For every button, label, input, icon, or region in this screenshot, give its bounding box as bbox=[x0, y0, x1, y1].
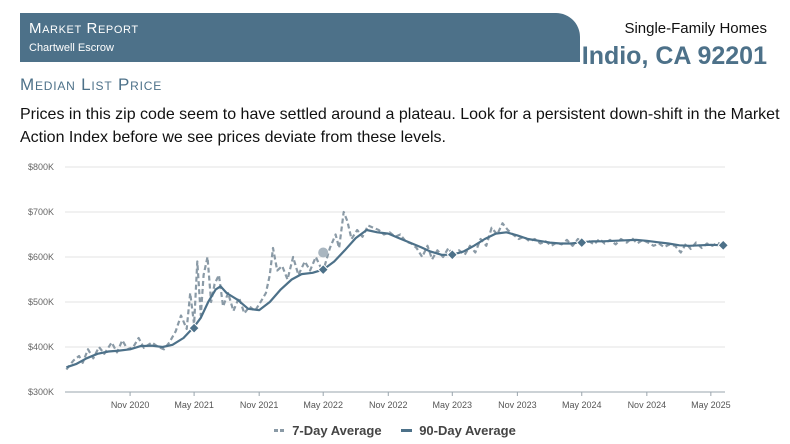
data-point-diamond bbox=[188, 322, 200, 334]
legend-item-7-day[interactable]: 7-Day Average bbox=[274, 423, 382, 438]
report-banner: Market Report Chartwell Escrow bbox=[20, 13, 580, 62]
legend-item-90-day[interactable]: 90-Day Average bbox=[401, 423, 516, 438]
x-tick-label: Nov 2021 bbox=[240, 400, 279, 410]
data-point-diamond bbox=[576, 236, 588, 249]
y-tick-label: $400K bbox=[28, 342, 54, 352]
data-point-diamond bbox=[317, 263, 329, 276]
y-tick-label: $500K bbox=[28, 297, 54, 307]
company-name: Chartwell Escrow bbox=[29, 42, 114, 54]
data-point-diamond bbox=[446, 249, 459, 261]
x-tick-label: May 2024 bbox=[562, 400, 602, 410]
y-tick-label: $700K bbox=[28, 207, 54, 217]
x-tick-label: Nov 2024 bbox=[628, 400, 667, 410]
legend-label-7-day: 7-Day Average bbox=[292, 423, 382, 438]
x-tick-label: May 2023 bbox=[433, 400, 473, 410]
legend-swatch-solid bbox=[401, 429, 413, 432]
legend-swatch-dashed bbox=[274, 429, 286, 432]
legend-label-90-day: 90-Day Average bbox=[419, 423, 516, 438]
y-tick-label: $300K bbox=[28, 387, 54, 397]
x-tick-label: Nov 2022 bbox=[369, 400, 408, 410]
property-type: Single-Family Homes bbox=[624, 20, 767, 37]
section-title: Median List Price bbox=[20, 75, 163, 94]
location-title: Indio, CA 92201 bbox=[581, 42, 767, 70]
y-tick-label: $800K bbox=[28, 162, 54, 172]
median-list-price-chart: $300K $400K $500K $600K $700K $800K Nov 2020 Ma… bbox=[28, 162, 731, 410]
x-tick-label: May 2021 bbox=[174, 400, 214, 410]
data-point-diamond bbox=[717, 239, 729, 252]
data-point-circle bbox=[318, 247, 329, 258]
chart-legend: 7-Day Average 90-Day Average bbox=[0, 420, 790, 438]
x-tick-label: Nov 2023 bbox=[498, 400, 537, 410]
section-description: Prices in this zip code seem to have set… bbox=[20, 106, 780, 146]
x-tick-label: May 2025 bbox=[691, 400, 731, 410]
series-line-90-day bbox=[66, 228, 724, 369]
x-tick-label: May 2022 bbox=[303, 400, 343, 410]
report-title: Market Report bbox=[29, 20, 139, 37]
x-tick-label: Nov 2020 bbox=[111, 400, 150, 410]
y-tick-label: $600K bbox=[28, 252, 54, 262]
